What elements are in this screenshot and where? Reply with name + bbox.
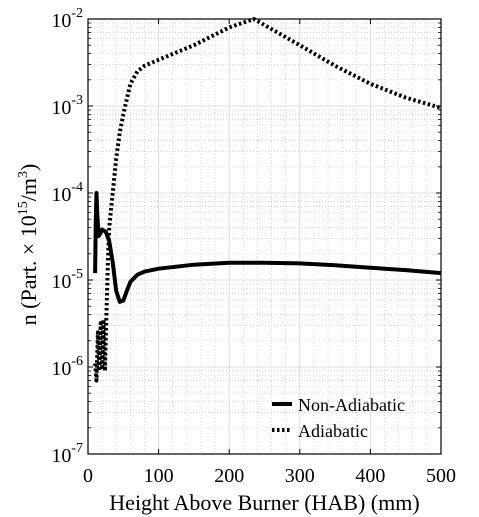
y-axis-title-prefix: n (Part. × 10 xyxy=(16,215,41,325)
x-axis-title: Height Above Burner (HAB) (mm) xyxy=(109,490,419,515)
y-tick-label: 10-3 xyxy=(51,93,83,119)
legend: Non-Adiabatic Adiabatic xyxy=(272,395,405,441)
x-tick-label: 500 xyxy=(426,465,456,487)
y-axis-title-suffix: ) xyxy=(16,164,41,171)
y-axis-title-exp1: 15 xyxy=(16,201,31,215)
legend-label-non-adiabatic: Non-Adiabatic xyxy=(298,395,405,415)
axis-ticks xyxy=(87,18,442,455)
x-tick-labels: 0 100 200 300 400 500 xyxy=(83,465,456,487)
x-tick-label: 400 xyxy=(355,465,385,487)
y-tick-label: 10-4 xyxy=(51,180,83,206)
y-axis-title-exp2: 3 xyxy=(16,171,31,178)
y-tick-label: 10-5 xyxy=(51,267,83,293)
y-tick-label: 10-7 xyxy=(51,441,83,467)
x-tick-label: 300 xyxy=(285,465,315,487)
plot-area xyxy=(88,19,441,454)
x-tick-label: 0 xyxy=(83,465,93,487)
y-tick-labels: 10-7 10-6 10-5 10-4 10-3 10-2 xyxy=(51,6,83,467)
y-tick-label: 10-6 xyxy=(51,354,83,380)
x-tick-label: 200 xyxy=(214,465,244,487)
series-line-non-adiabatic xyxy=(93,191,442,304)
series-group xyxy=(93,17,442,383)
y-axis-title-mid: /m xyxy=(16,178,41,201)
legend-label-adiabatic: Adiabatic xyxy=(298,421,368,441)
x-tick-label: 100 xyxy=(144,465,174,487)
y-axis-title: n (Part. × 1015/m3) xyxy=(16,164,41,326)
y-tick-label: 10-2 xyxy=(51,6,83,32)
grid xyxy=(87,18,442,455)
plot-frame xyxy=(87,18,442,455)
series-line-adiabatic xyxy=(93,17,442,383)
